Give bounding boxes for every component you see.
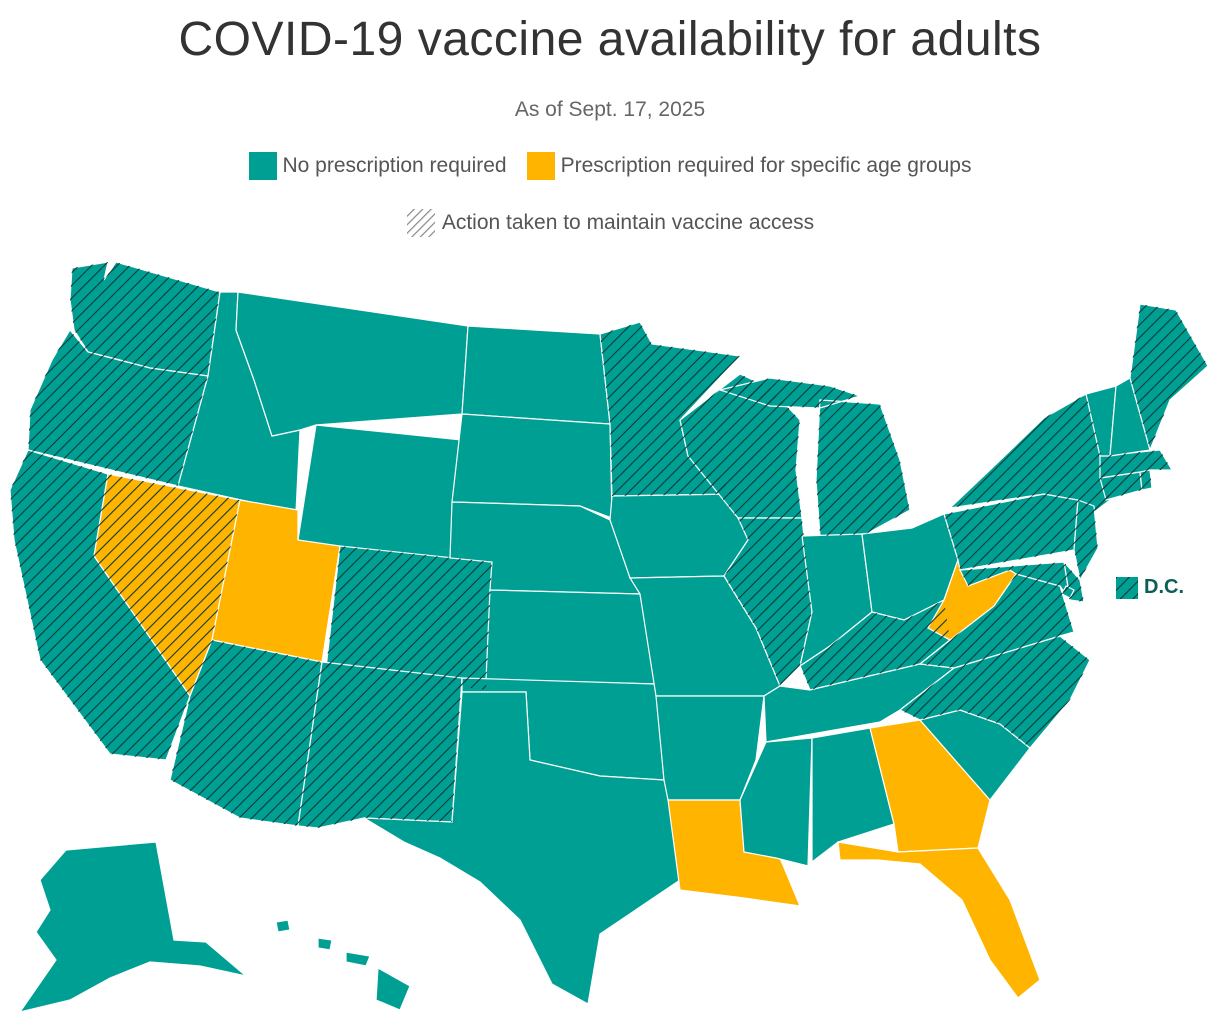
state-hatch-nm <box>298 662 462 828</box>
state-ks <box>485 589 657 685</box>
map-subtitle: As of Sept. 17, 2025 <box>514 98 706 121</box>
state-hi <box>275 919 411 1011</box>
dc-callout: D.C. <box>1116 576 1184 599</box>
state-hatch-nv <box>94 474 240 696</box>
legend-item-no-prescription: No prescription required <box>248 152 507 180</box>
state-hatch-ct <box>1100 472 1142 500</box>
state-hatch-md <box>960 562 1070 600</box>
state-hatch-nj <box>1074 500 1098 580</box>
legend-row-action: Action taken to maintain vaccine access <box>0 208 1220 238</box>
state-ak <box>18 841 247 1013</box>
us-map <box>9 261 1209 1013</box>
state-hatch-pa <box>944 494 1078 570</box>
state-nd <box>461 325 611 425</box>
state-hatch-wa <box>70 262 220 376</box>
state-sd <box>451 413 613 519</box>
state-hatch-ny <box>950 394 1110 520</box>
state-mt <box>235 291 469 437</box>
legend-label-action: Action taken to maintain vaccine access <box>441 211 815 234</box>
state-hatch-me <box>1130 304 1208 450</box>
state-hatch-ky <box>800 600 950 690</box>
state-hatch-mi <box>720 378 910 536</box>
legend-swatch-hatch-icon <box>406 209 435 237</box>
state-hatch-co <box>326 546 492 690</box>
state-al <box>811 727 895 864</box>
map-title: COVID-19 vaccine availability for adults <box>178 13 1042 66</box>
legend-label-prescription-age: Prescription required for specific age g… <box>560 154 972 177</box>
legend-swatch-prescription-age <box>526 152 555 180</box>
state-hatch-ma <box>1100 450 1172 478</box>
state-hatch-mn <box>600 322 740 496</box>
state-ia <box>609 493 749 579</box>
state-hatch-ri <box>1140 470 1152 490</box>
state-hatch-il <box>724 518 812 686</box>
state-hatch-or <box>28 330 208 486</box>
state-hatch-az <box>170 640 322 826</box>
state-tx <box>363 691 681 1005</box>
state-hatch-ca <box>10 450 190 760</box>
legend-item-action: Action taken to maintain vaccine access <box>406 208 814 238</box>
legend-label-no-prescription: No prescription required <box>282 154 507 177</box>
state-hatch-nc <box>900 636 1090 748</box>
state-fl <box>837 841 1041 999</box>
state-hatch-va <box>920 574 1074 668</box>
legend-item-prescription-age: Prescription required for specific age g… <box>526 152 972 180</box>
state-hatch-wi <box>680 374 802 518</box>
dc-swatch-icon <box>1116 576 1138 599</box>
legend-row-categories: No prescription required Prescription re… <box>0 152 1220 180</box>
state-hatch-dc <box>1062 586 1074 598</box>
dc-label-text: D.C. <box>1144 576 1184 598</box>
legend-swatch-no-prescription <box>248 152 277 180</box>
